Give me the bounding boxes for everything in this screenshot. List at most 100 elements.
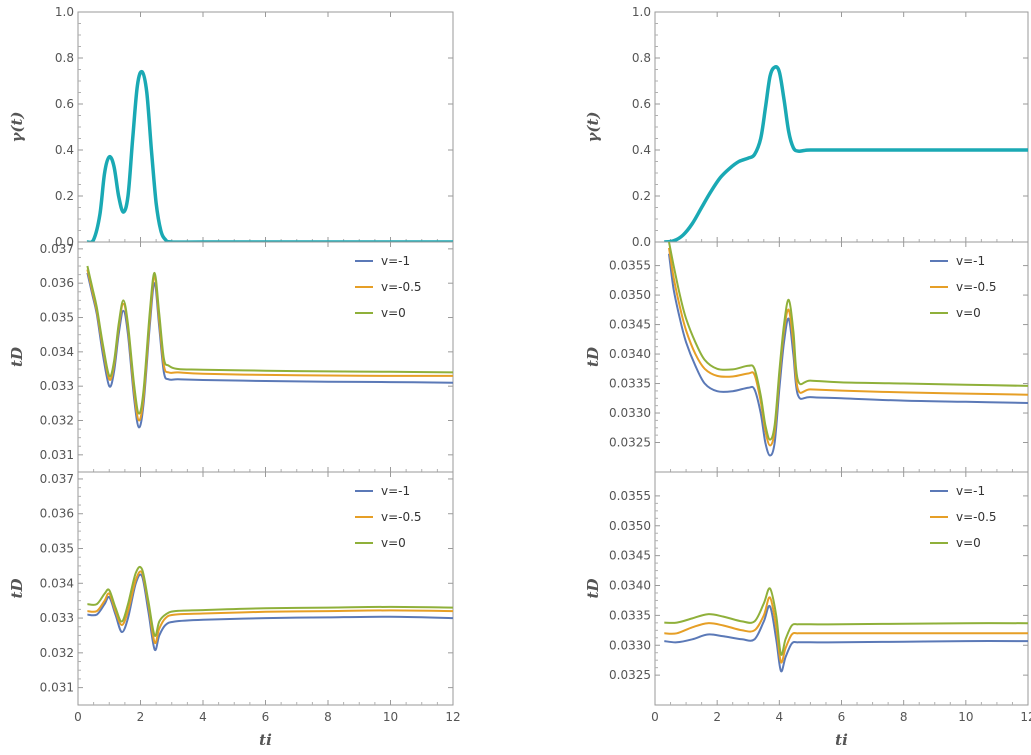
y-tick-label: 0.035 — [40, 311, 74, 325]
panel-right-top: 0.0 0.2 0.4 0.6 0.8 1.0 γ(t) — [584, 5, 1029, 249]
x-tick-label: 6 — [838, 710, 846, 724]
panel-right-bot: 0 2 4 6 8 10 12 0.0325 0.0330 0.0335 0.0340 0.0345 0… — [584, 471, 1031, 749]
legend-label: v=-1 — [956, 484, 985, 498]
y-tick-label: 0.032 — [40, 414, 74, 428]
x-axis-title: ti — [259, 731, 272, 749]
y-tick-label: 0.2 — [632, 189, 651, 203]
x-tick-label: 2 — [137, 710, 145, 724]
y-tick-label: 0.6 — [632, 97, 651, 111]
y-tick-label: 0.0330 — [609, 406, 651, 420]
panel-right-mid: 0.0325 0.0330 0.0335 0.0340 0.0345 0.0350 0.03… — [584, 241, 1029, 473]
y-tick-label: 0.4 — [632, 143, 651, 157]
y-tick-label: 1.0 — [55, 5, 74, 19]
series-line-gamma — [86, 69, 453, 242]
y-tick-label: 0.037 — [40, 472, 74, 486]
x-tick-label: 2 — [713, 710, 721, 724]
y-axis-title: tD — [584, 347, 602, 367]
y-tick-label: 0.8 — [55, 51, 74, 65]
y-tick-label: 0.4 — [55, 143, 74, 157]
y-tick-label: 0.0345 — [609, 318, 651, 332]
y-tick-label: 0.034 — [40, 345, 74, 359]
x-tick-label: 12 — [445, 710, 460, 724]
y-tick-label: 0.034 — [40, 576, 74, 590]
y-tick-label: 0.0355 — [609, 489, 651, 503]
plot-frame — [654, 11, 1029, 243]
x-tick-label: 10 — [383, 710, 398, 724]
legend-label: v=-0.5 — [956, 510, 997, 524]
series-line-gamma — [664, 65, 1028, 242]
x-tick-label: 6 — [262, 710, 270, 724]
y-axis-title: tD — [8, 347, 26, 367]
legend-label: v=0 — [381, 306, 406, 320]
y-tick-label: 0.033 — [40, 379, 74, 393]
x-tick-label: 8 — [324, 710, 332, 724]
legend: v=-1 v=-0.5 v=0 — [930, 254, 997, 320]
y-tick-label: 0.036 — [40, 276, 74, 290]
y-tick-label: 0.037 — [40, 242, 74, 256]
y-tick-label: 0.035 — [40, 542, 74, 556]
y-tick-label: 0.0355 — [609, 259, 651, 273]
plot-frame — [654, 471, 1029, 706]
series-line-v=-1 — [668, 253, 1028, 457]
x-tick-label: 0 — [651, 710, 659, 724]
x-tick-label: 0 — [74, 710, 82, 724]
x-tick-label: 12 — [1020, 710, 1031, 724]
panel-left-mid: 0.031 0.032 0.033 0.034 0.035 0.036 0.037 tD v=-… — [8, 241, 454, 473]
series-line-v=0 — [86, 265, 453, 415]
y-axis-title: tD — [8, 579, 26, 599]
legend-label: v=-0.5 — [956, 280, 997, 294]
legend-label: v=0 — [381, 536, 406, 550]
y-tick-label: 0.0340 — [609, 579, 651, 593]
y-axis-title: γ(t) — [584, 111, 602, 142]
x-tick-label: 4 — [199, 710, 207, 724]
x-axis-title: ti — [835, 731, 848, 749]
legend-label: v=-1 — [956, 254, 985, 268]
legend-label: v=0 — [956, 536, 981, 550]
plot-frame — [77, 241, 454, 473]
y-tick-label: 0.0 — [632, 235, 651, 249]
y-tick-label: 1.0 — [632, 5, 651, 19]
legend-label: v=-0.5 — [381, 280, 422, 294]
y-tick-label: 0.033 — [40, 611, 74, 625]
x-tick-label: 4 — [776, 710, 784, 724]
y-tick-label: 0.0335 — [609, 608, 651, 622]
y-tick-label: 0.0 — [55, 235, 74, 249]
y-tick-label: 0.0330 — [609, 638, 651, 652]
y-tick-label: 0.032 — [40, 646, 74, 660]
legend-label: v=-1 — [381, 254, 410, 268]
legend: v=-1 v=-0.5 v=0 — [355, 254, 422, 320]
legend-label: v=0 — [956, 306, 981, 320]
y-tick-label: 0.0325 — [609, 668, 651, 682]
plot-frame — [654, 241, 1029, 473]
series-line-v=-1 — [664, 604, 1028, 673]
series-line-v=-0.5 — [664, 596, 1028, 664]
x-tick-label: 10 — [958, 710, 973, 724]
series-line-v=0 — [668, 242, 1028, 441]
y-tick-label: 0.0345 — [609, 549, 651, 563]
y-tick-label: 0.0340 — [609, 347, 651, 361]
series-line-v=-0.5 — [668, 247, 1028, 447]
y-tick-label: 0.0335 — [609, 377, 651, 391]
y-tick-label: 0.036 — [40, 507, 74, 521]
y-tick-label: 0.031 — [40, 448, 74, 462]
panel-left-bot: 0 2 4 6 8 10 12 0.031 0.032 0.033 0.034 0.035 0.036 0… — [8, 471, 461, 749]
y-tick-label: 0.0350 — [609, 288, 651, 302]
legend-label: v=-1 — [381, 484, 410, 498]
y-axis-title: tD — [584, 579, 602, 599]
y-tick-label: 0.6 — [55, 97, 74, 111]
y-tick-label: 0.0325 — [609, 436, 651, 450]
y-tick-label: 0.2 — [55, 189, 74, 203]
legend: v=-1 v=-0.5 v=0 — [930, 484, 997, 550]
series-line-v=0 — [664, 587, 1028, 656]
series-line-v=-1 — [87, 573, 453, 652]
y-tick-label: 0.031 — [40, 681, 74, 695]
panel-left-top: 0.0 0.2 0.4 0.6 0.8 1.0 γ(t) — [8, 5, 454, 249]
y-tick-label: 0.8 — [632, 51, 651, 65]
x-tick-label: 8 — [900, 710, 908, 724]
y-axis-title: γ(t) — [8, 111, 26, 142]
legend-label: v=-0.5 — [381, 510, 422, 524]
legend: v=-1 v=-0.5 v=0 — [355, 484, 422, 550]
y-tick-label: 0.0350 — [609, 519, 651, 533]
series-line-v=0 — [87, 565, 453, 637]
